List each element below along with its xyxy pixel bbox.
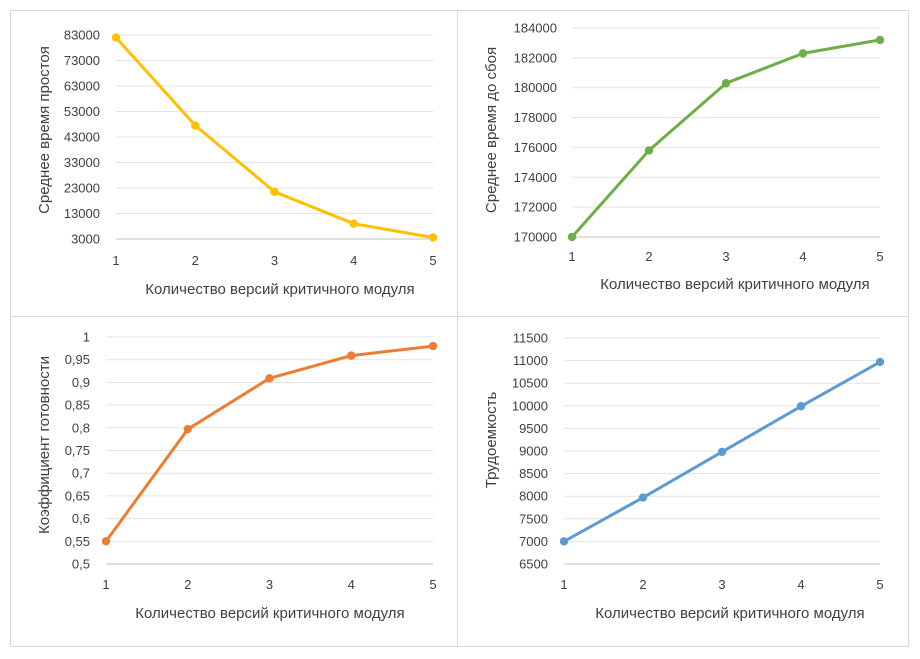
y-tick-label: 7500 (519, 511, 548, 526)
data-point (183, 424, 192, 434)
data-point (349, 219, 358, 228)
chart-downtime: Количество версий критичного модуля Сред… (36, 28, 438, 298)
y-tick-label: 1 (83, 330, 90, 345)
y-tick-label: 0,6 (72, 511, 90, 526)
x-tick-label: 4 (348, 577, 355, 592)
data-point (347, 351, 356, 360)
y-tick-label: 182000 (514, 50, 557, 65)
y-tick-label: 83000 (64, 28, 100, 43)
y-tick-label: 9500 (519, 421, 548, 436)
y-tick-label: 3000 (71, 232, 100, 247)
y-tick-label: 53000 (64, 104, 100, 119)
x-tick-label: 4 (799, 249, 806, 264)
y-tick-label: 170000 (514, 230, 557, 245)
y-tick-label: 9000 (519, 444, 548, 459)
x-tick-label: 2 (192, 253, 199, 268)
x-tick-label: 5 (429, 253, 436, 268)
data-point (717, 447, 727, 457)
x-axis-label: Количество версий критичного модуля (135, 605, 404, 622)
y-tick-label: 10500 (512, 376, 548, 391)
y-tick-label: 178000 (514, 110, 557, 125)
data-point (644, 146, 654, 155)
x-axis-label: Количество версий критичного модуля (145, 281, 414, 298)
data-point (101, 537, 111, 546)
y-axis-label: Коэффициент готовности (36, 356, 53, 534)
data-point (567, 232, 577, 242)
y-tick-label: 0,65 (65, 488, 90, 503)
y-tick-label: 176000 (514, 140, 557, 155)
y-tick-label: 7000 (519, 534, 548, 549)
y-axis-label: Трудоемкость (483, 392, 500, 489)
y-tick-label: 0,85 (65, 398, 90, 413)
y-tick-label: 180000 (514, 80, 557, 95)
y-tick-label: 0,8 (72, 420, 90, 435)
x-tick-label: 4 (350, 253, 357, 268)
y-tick-label: 8000 (519, 489, 548, 504)
y-tick-label: 13000 (64, 206, 100, 221)
x-tick-label: 1 (560, 577, 567, 592)
y-tick-label: 0,9 (72, 375, 90, 390)
data-point (428, 233, 438, 242)
y-axis-label: Среднее время простоя (36, 46, 53, 214)
data-point (270, 187, 279, 197)
y-tick-label: 8500 (519, 466, 548, 481)
data-point (798, 49, 808, 58)
x-tick-label: 1 (112, 253, 119, 268)
x-tick-label: 1 (568, 249, 575, 264)
data-point (875, 35, 885, 45)
data-point (559, 537, 569, 546)
x-tick-label: 3 (271, 253, 278, 268)
y-tick-label: 184000 (514, 21, 557, 36)
data-point (265, 374, 274, 383)
x-tick-label: 3 (718, 577, 725, 592)
data-point (875, 357, 885, 367)
x-tick-label: 5 (876, 577, 883, 592)
y-tick-label: 23000 (64, 181, 100, 196)
series-line (114, 36, 435, 239)
y-tick-label: 172000 (514, 200, 557, 215)
data-point (428, 341, 438, 351)
y-tick-label: 10000 (512, 398, 548, 413)
data-point (721, 79, 731, 88)
x-tick-label: 4 (797, 577, 804, 592)
y-tick-label: 0,5 (72, 557, 90, 572)
y-tick-label: 174000 (514, 170, 557, 185)
chart-labor: Количество версий критичного модуля Труд… (483, 331, 885, 622)
x-tick-label: 2 (639, 577, 646, 592)
chart-availability: Количество версий критичного модуля Коэф… (36, 330, 438, 622)
x-tick-label: 5 (876, 249, 883, 264)
y-tick-label: 0,55 (65, 534, 90, 549)
y-tick-label: 63000 (64, 79, 100, 94)
x-tick-label: 2 (184, 577, 191, 592)
chart-panel-frame-4 (457, 316, 909, 647)
y-tick-label: 73000 (64, 53, 100, 68)
x-tick-label: 3 (266, 577, 273, 592)
y-tick-label: 43000 (64, 130, 100, 145)
y-tick-label: 33000 (64, 155, 100, 170)
y-tick-label: 11000 (513, 353, 548, 368)
x-axis-label: Количество версий критичного модуля (595, 605, 864, 622)
data-point (191, 121, 200, 130)
chart-mtbf: Количество версий критичного модуля Сред… (483, 21, 885, 293)
y-tick-label: 0,95 (65, 352, 90, 367)
x-tick-label: 1 (102, 577, 109, 592)
x-axis-label: Количество версий критичного модуля (600, 276, 869, 293)
data-point (638, 493, 648, 502)
x-tick-label: 5 (429, 577, 436, 592)
y-tick-label: 6500 (519, 557, 548, 572)
y-tick-label: 0,7 (72, 466, 90, 481)
y-axis-label: Среднее время до сбоя (483, 47, 500, 213)
x-tick-label: 3 (722, 249, 729, 264)
y-tick-label: 0,75 (65, 443, 90, 458)
data-point (111, 33, 121, 42)
x-tick-label: 2 (645, 249, 652, 264)
y-tick-label: 11500 (513, 331, 548, 346)
data-point (796, 402, 806, 411)
